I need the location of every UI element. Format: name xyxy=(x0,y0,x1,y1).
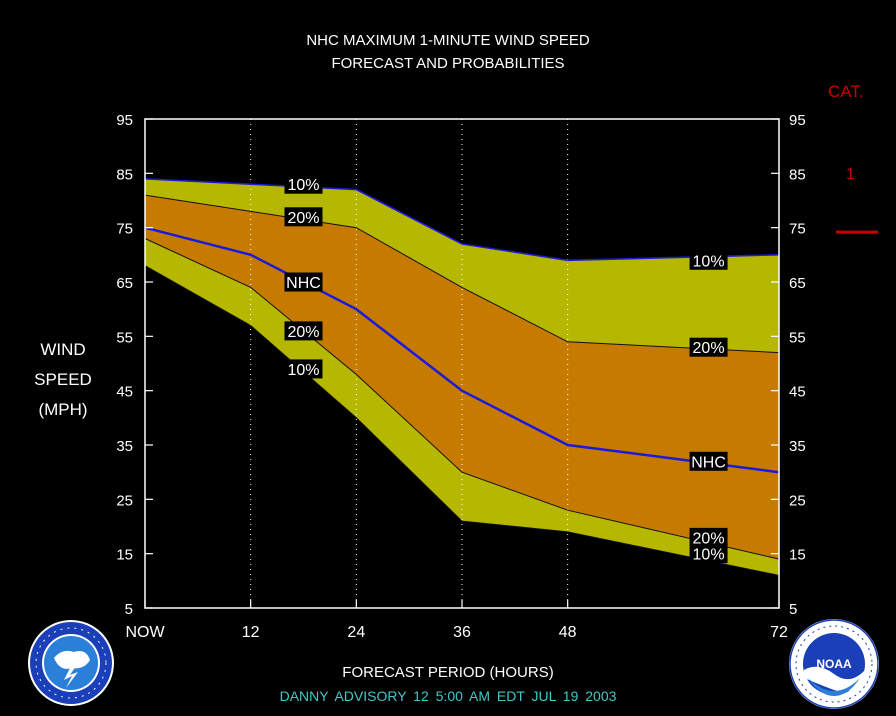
y-tick-label-right-55: 55 xyxy=(789,329,806,346)
annotation-label-9: 10% xyxy=(693,547,725,564)
x-tick-label-36: 36 xyxy=(453,624,471,641)
annotation-label-3: 20% xyxy=(287,324,319,341)
y-tick-label-left-15: 15 xyxy=(116,547,133,564)
y-tick-label-left-55: 55 xyxy=(116,329,133,346)
y-tick-label-left-95: 95 xyxy=(116,112,133,129)
x-tick-label-48: 48 xyxy=(559,624,577,641)
annotation-box-6 xyxy=(689,337,728,357)
y-tick-label-left-65: 65 xyxy=(116,275,133,292)
y-tick-label-left-25: 25 xyxy=(116,492,133,509)
chart-title-line1: NHC MAXIMUM 1-MINUTE WIND SPEED xyxy=(306,32,590,49)
y-tick-label-right-15: 15 xyxy=(789,547,806,564)
annotation-label-4: 10% xyxy=(287,362,319,379)
nhc-forecast-line xyxy=(144,226,780,474)
annotation-box-5 xyxy=(689,250,728,270)
x-tick-label-24: 24 xyxy=(347,624,365,641)
annotation-label-5: 10% xyxy=(693,253,725,270)
category-header: CAT. xyxy=(828,82,864,101)
advisory-caption: DANNY ADVISORY 12 5:00 AM EDT JUL 19 200… xyxy=(279,688,617,704)
x-tick-label-72: 72 xyxy=(770,624,788,641)
y-tick-label-right-5: 5 xyxy=(789,601,797,618)
noaa-logo-text: NOAA xyxy=(816,657,852,671)
noaa-logo: NOAA xyxy=(789,619,879,709)
y-axis-label-mph: (MPH) xyxy=(38,400,88,419)
y-axis-label-wind: WIND xyxy=(40,340,86,359)
y-tick-label-left-45: 45 xyxy=(116,384,133,401)
annotation-box-4 xyxy=(284,359,323,379)
y-tick-label-right-65: 65 xyxy=(789,275,806,292)
x-tick-label-12: 12 xyxy=(242,624,260,641)
y-tick-label-right-45: 45 xyxy=(789,384,806,401)
series-line-4 xyxy=(144,265,780,576)
y-tick-label-left-5: 5 xyxy=(125,601,133,618)
annotation-box-2 xyxy=(284,272,323,292)
annotation-box-9 xyxy=(689,544,728,564)
category-label-1: 1 xyxy=(846,166,855,183)
nws-logo xyxy=(28,620,114,706)
annotation-box-1 xyxy=(284,207,323,227)
annotation-label-0: 10% xyxy=(287,177,319,194)
annotation-label-1: 20% xyxy=(287,210,319,227)
chart-title-line2: FORECAST AND PROBABILITIES xyxy=(331,55,565,72)
x-tick-label-NOW: NOW xyxy=(125,624,165,641)
series-line-3 xyxy=(144,238,780,560)
y-axis-label-speed: SPEED xyxy=(34,370,92,389)
annotation-box-7 xyxy=(689,451,728,471)
annotation-box-3 xyxy=(284,321,323,341)
y-tick-label-right-25: 25 xyxy=(789,492,806,509)
series-line-1 xyxy=(144,194,780,354)
annotation-box-0 xyxy=(284,174,323,194)
annotation-label-6: 20% xyxy=(693,340,725,357)
annotation-label-7: NHC xyxy=(691,454,726,471)
y-tick-label-left-75: 75 xyxy=(116,221,133,238)
y-tick-label-right-75: 75 xyxy=(789,221,806,238)
y-tick-label-right-95: 95 xyxy=(789,112,806,129)
y-tick-label-left-85: 85 xyxy=(116,166,133,183)
series-line-0 xyxy=(144,178,780,262)
y-tick-label-left-35: 35 xyxy=(116,438,133,455)
annotation-box-8 xyxy=(689,527,728,547)
annotation-label-8: 20% xyxy=(693,530,725,547)
annotation-label-2: NHC xyxy=(286,275,321,292)
x-axis-label: FORECAST PERIOD (HOURS) xyxy=(342,664,554,681)
y-tick-label-right-35: 35 xyxy=(789,438,806,455)
y-tick-label-right-85: 85 xyxy=(789,166,806,183)
